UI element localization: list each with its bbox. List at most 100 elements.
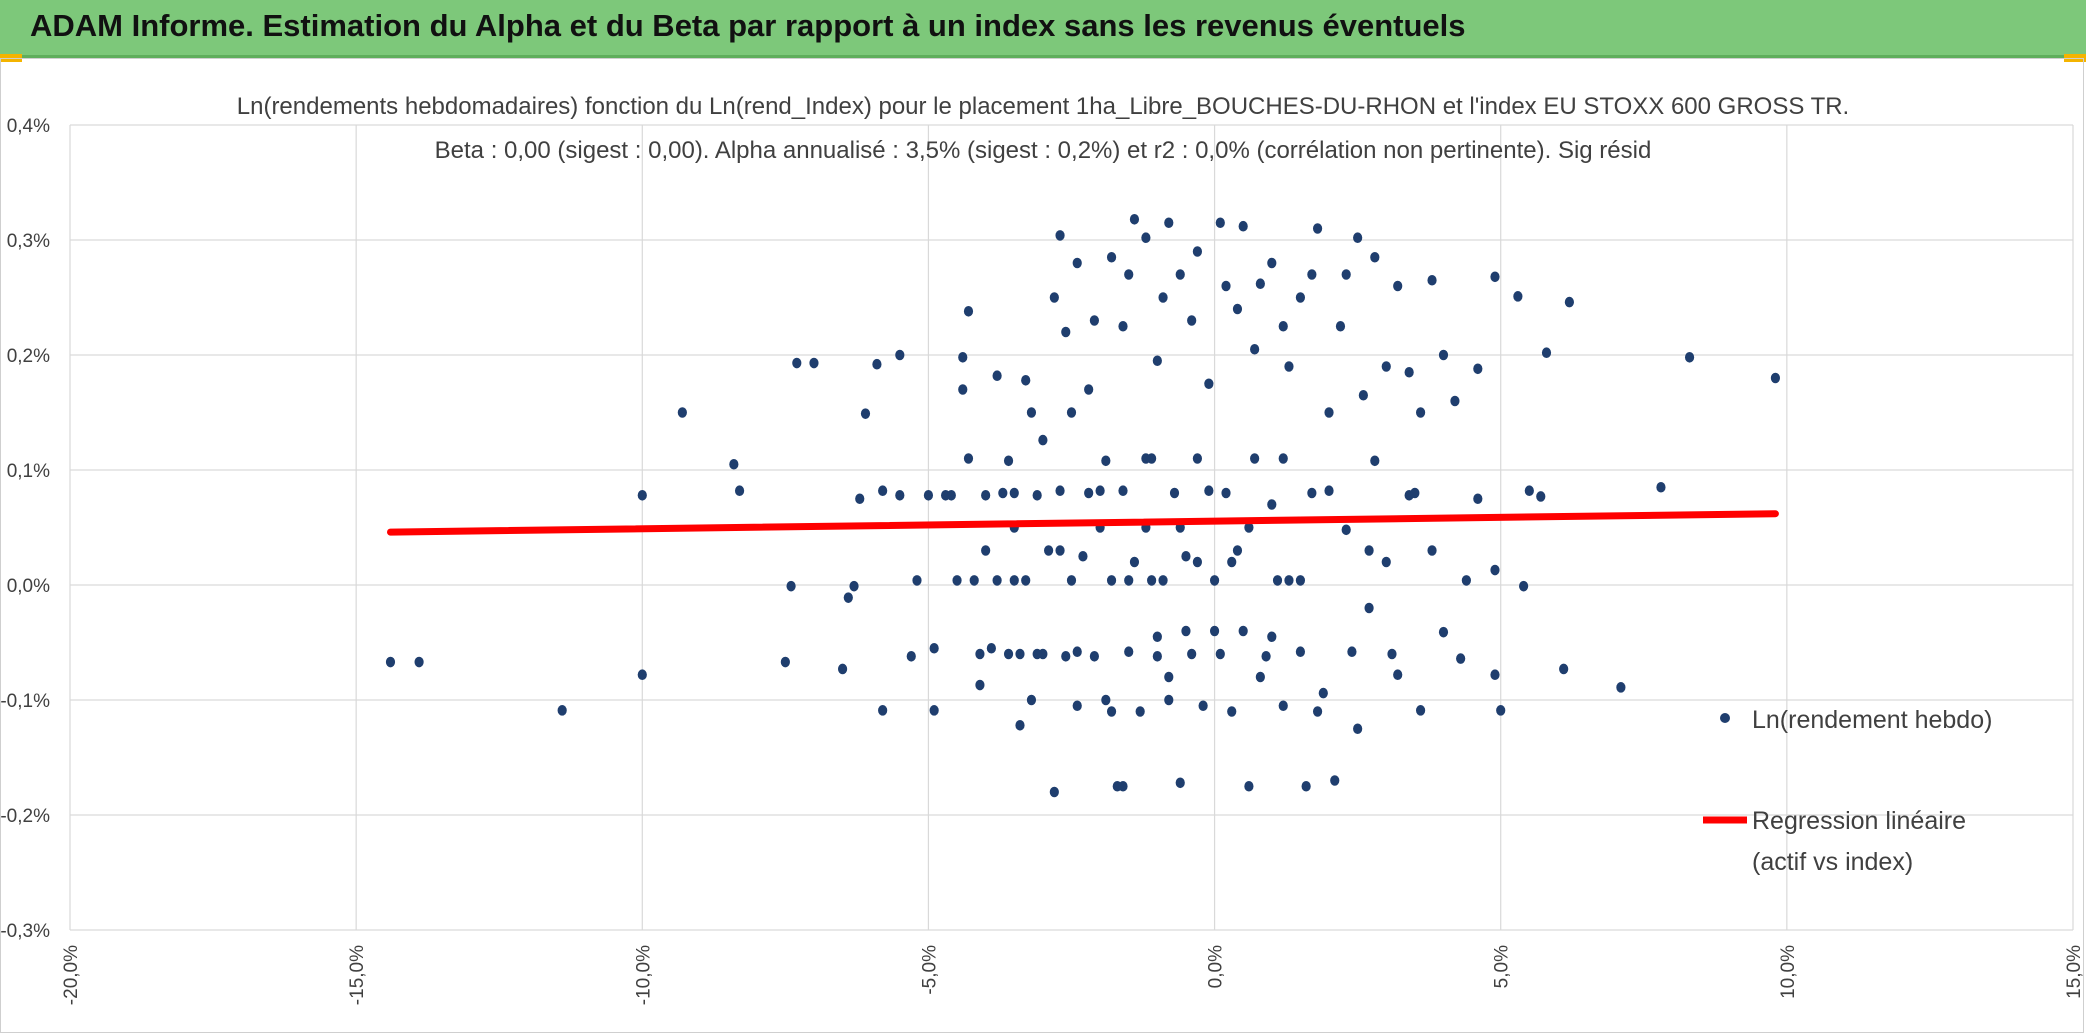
- data-point: [912, 575, 922, 586]
- data-point: [734, 485, 745, 497]
- data-point: [1089, 651, 1099, 662]
- data-point: [1387, 648, 1397, 660]
- data-point: [1164, 694, 1174, 706]
- chart-title-line2: Beta : 0,00 (sigest : 0,00). Alpha annua…: [435, 137, 1652, 164]
- data-point: [1490, 669, 1500, 680]
- data-point: [1049, 786, 1059, 798]
- data-point: [1324, 407, 1334, 418]
- data-point: [998, 487, 1008, 499]
- data-point: [1084, 384, 1094, 395]
- data-point: [1324, 485, 1334, 497]
- data-point: [792, 357, 802, 369]
- data-point: [1055, 485, 1065, 497]
- data-point: [1141, 453, 1151, 464]
- data-point: [1215, 648, 1225, 660]
- data-point: [963, 453, 974, 464]
- data-point: [1255, 671, 1265, 683]
- data-point: [1164, 217, 1174, 229]
- data-point: [1187, 315, 1197, 326]
- data-point: [878, 705, 888, 716]
- data-point: [1519, 580, 1529, 592]
- data-point: [1084, 487, 1094, 499]
- data-point: [1124, 269, 1134, 280]
- data-point: [1135, 706, 1145, 717]
- data-point: [1267, 499, 1277, 510]
- data-point: [1198, 700, 1208, 712]
- data-point: [1106, 575, 1117, 586]
- data-point: [837, 663, 848, 675]
- data-point: [1559, 663, 1569, 675]
- data-point: [1181, 625, 1191, 637]
- data-point: [1536, 491, 1546, 502]
- data-point: [1118, 485, 1128, 497]
- data-point: [1284, 361, 1294, 372]
- data-point: [1101, 694, 1111, 706]
- data-point: [849, 580, 859, 592]
- y-tick-label: 0,4%: [7, 116, 50, 137]
- data-point: [1307, 269, 1317, 280]
- data-point: [1055, 230, 1065, 241]
- data-point: [1192, 453, 1203, 464]
- data-point: [958, 384, 968, 395]
- data-point: [1158, 575, 1168, 586]
- data-point: [1415, 705, 1426, 716]
- data-point: [385, 656, 396, 668]
- y-tick-label: 0,3%: [7, 231, 50, 252]
- data-point: [1192, 246, 1203, 257]
- data-point: [1021, 575, 1031, 586]
- data-point: [1152, 355, 1162, 367]
- data-point: [1147, 575, 1157, 586]
- data-point: [1438, 349, 1449, 361]
- regression-line-path: [386, 510, 1779, 536]
- data-point: [946, 490, 956, 501]
- data-point: [1307, 487, 1317, 499]
- data-point: [1232, 545, 1243, 556]
- data-point: [414, 656, 424, 668]
- header-banner: ADAM Informe. Estimation du Alpha et du …: [0, 0, 2086, 58]
- data-point: [1301, 780, 1311, 792]
- data-point: [1227, 556, 1237, 568]
- data-point: [1278, 700, 1288, 712]
- data-point: [958, 352, 968, 363]
- data-point: [1061, 651, 1071, 662]
- data-point: [1461, 575, 1471, 586]
- legend-dot-icon: [1720, 713, 1730, 723]
- data-point: [1410, 487, 1420, 499]
- data-point: [1393, 669, 1403, 680]
- data-point: [1353, 723, 1363, 735]
- data-point: [1209, 625, 1220, 637]
- data-point: [1106, 706, 1117, 717]
- data-point: [855, 493, 865, 505]
- data-point: [981, 545, 991, 556]
- data-point: [1015, 648, 1025, 660]
- data-point: [1364, 545, 1374, 556]
- data-point: [1261, 651, 1271, 662]
- x-tick-label: 10,0%: [1778, 945, 1799, 999]
- data-point: [1427, 274, 1437, 286]
- data-point: [1175, 777, 1185, 789]
- data-point: [1209, 575, 1220, 586]
- data-point: [1312, 223, 1323, 234]
- data-point: [1524, 485, 1534, 497]
- x-tick-label: -20,0%: [61, 945, 82, 1005]
- data-point: [923, 490, 934, 501]
- data-point: [1152, 631, 1162, 643]
- data-point: [929, 642, 939, 654]
- data-point: [906, 651, 916, 662]
- data-point: [1204, 485, 1214, 497]
- chart-title-line1: Ln(rendements hebdomadaires) fonction du…: [237, 93, 1849, 120]
- data-point: [1129, 556, 1140, 568]
- data-point: [975, 679, 985, 691]
- data-point: [1393, 280, 1403, 292]
- data-point: [1513, 291, 1523, 302]
- data-point: [1456, 653, 1466, 664]
- data-point: [843, 592, 853, 603]
- data-point: [1295, 646, 1306, 657]
- data-point: [637, 669, 647, 680]
- data-point: [1267, 631, 1277, 643]
- data-point: [1496, 705, 1506, 716]
- data-point: [1473, 493, 1483, 505]
- x-tick-label: 0,0%: [1206, 945, 1227, 988]
- data-point: [1267, 257, 1277, 269]
- y-tick-label: -0,3%: [0, 921, 50, 942]
